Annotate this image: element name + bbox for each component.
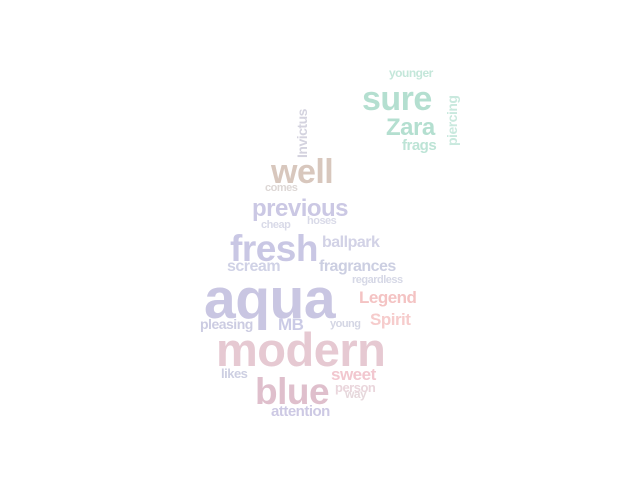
- word-previous: previous: [252, 195, 349, 222]
- word-modern: modern: [216, 323, 386, 376]
- word-likes: likes: [221, 366, 248, 381]
- word-frags: frags: [402, 137, 437, 154]
- word-young: young: [330, 318, 361, 330]
- word-regardless: regardless: [352, 274, 403, 286]
- word-spirit: Spirit: [370, 310, 411, 329]
- word-pleasing: pleasing: [200, 316, 253, 332]
- word-fresh: fresh: [230, 228, 318, 269]
- word-younger: younger: [389, 66, 433, 80]
- word-blue: blue: [255, 371, 330, 412]
- word-attention: attention: [271, 403, 330, 420]
- word-well: well: [271, 153, 334, 191]
- word-hoses: hoses: [307, 215, 337, 227]
- word-sure: sure: [362, 80, 432, 118]
- word-invictus: Invictus: [294, 109, 310, 158]
- word-ballpark: ballpark: [322, 234, 380, 251]
- word-aqua: aqua: [204, 267, 336, 331]
- word-piercing: piercing: [444, 95, 460, 146]
- word-legend: Legend: [359, 288, 417, 307]
- word-cheap: cheap: [261, 219, 291, 231]
- word-fragrances: fragrances: [319, 258, 396, 275]
- word-way: way: [345, 387, 367, 401]
- word-comes: comes: [265, 182, 298, 194]
- word-person: person: [335, 380, 376, 395]
- word-sweet: sweet: [331, 365, 376, 384]
- word-mb: MB: [278, 315, 304, 334]
- word-zara: Zara: [386, 114, 435, 141]
- word-scream: scream: [227, 258, 281, 275]
